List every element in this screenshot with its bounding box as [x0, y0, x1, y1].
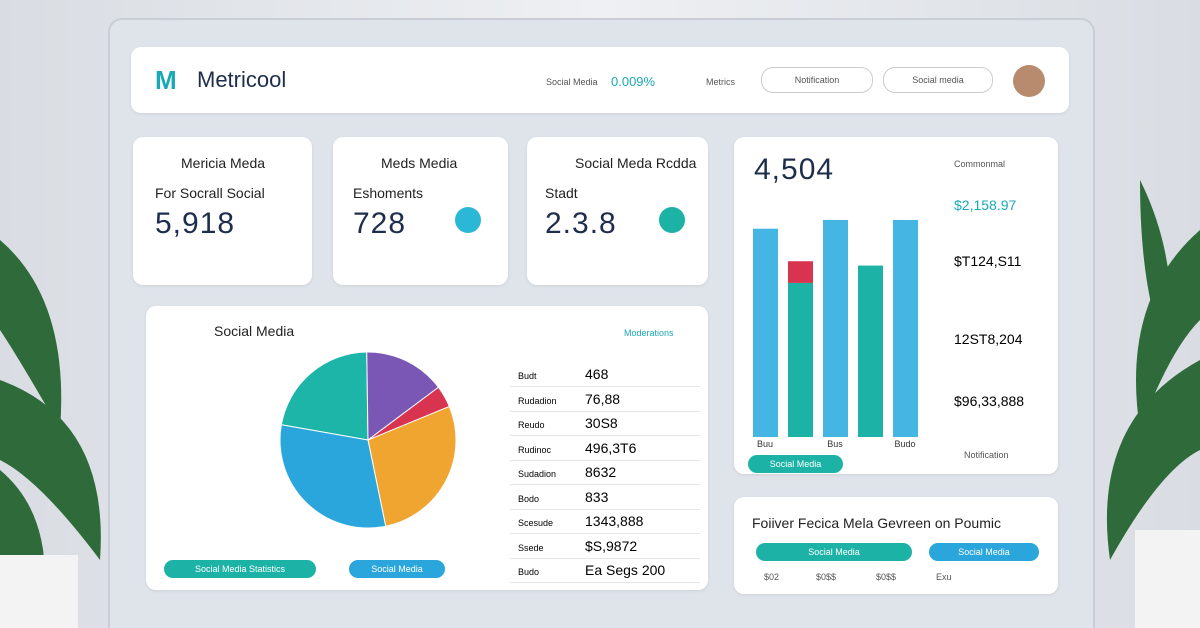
cell-value: 833: [585, 488, 609, 505]
cell-label: Budt: [518, 371, 537, 381]
button[interactable]: Notification: [761, 67, 873, 93]
card-subtitle: Eshoments: [353, 185, 424, 201]
card-subtitle: For Socrall Social: [155, 185, 265, 201]
card-value: 5,918: [155, 207, 236, 240]
logo: M: [155, 65, 177, 95]
icon: [455, 207, 481, 233]
label: $02: [764, 572, 780, 582]
pot: [1135, 530, 1200, 628]
pot: [0, 555, 78, 628]
cell-label: Rudadion: [518, 395, 557, 406]
cell-value: Ea Segs 200: [585, 562, 666, 578]
stat: $2,158.97: [954, 197, 1017, 213]
stat: 12ST8,204: [954, 331, 1023, 347]
table-row: Budo Ea Segs 200: [510, 559, 700, 583]
table-row: Scesude 1343,888: [510, 510, 700, 534]
button[interactable]: Social Media: [748, 455, 843, 473]
footer-link[interactable]: Notification: [964, 450, 1009, 460]
table-row: Sudadion 8632: [510, 461, 700, 485]
card-title: Meds Media: [381, 155, 458, 171]
card: Social Meda Rcdda Stadt 2.3.8: [527, 137, 708, 285]
icon: [659, 207, 685, 233]
stat: $T124,S11: [954, 253, 1022, 269]
card-value: 2.3.8: [545, 207, 617, 240]
button[interactable]: Social Media: [349, 560, 445, 578]
summary-card: 4,504 Commonmal $2,158.97 $T124,S11 12ST…: [734, 137, 1058, 474]
table-row: Rudinoc 496,3T6: [510, 437, 700, 461]
table-row: Bodo 833: [510, 486, 700, 510]
avatar[interactable]: [1013, 65, 1045, 97]
nav-item[interactable]: Metrics: [706, 77, 735, 87]
card-value: 728: [353, 207, 407, 240]
card-title: Social Meda Rcdda: [575, 155, 697, 171]
label: $0$$: [816, 572, 837, 582]
nav-item[interactable]: Social Media: [546, 77, 598, 87]
stat: $96,33,888: [954, 393, 1025, 409]
cell-value: 496,3T6: [585, 439, 637, 456]
card: Meds Media Eshoments 728: [333, 137, 508, 285]
table-row: Budt 468: [510, 363, 700, 387]
table-row: Ssede $S,9872: [510, 535, 700, 559]
brand: Metricool: [197, 67, 287, 92]
card: Mericia Meda For Socrall Social 5,918: [133, 137, 312, 285]
button[interactable]: Social Media: [929, 543, 1039, 561]
cell-value: 8632: [585, 464, 617, 480]
button[interactable]: Social Media Statistics: [164, 560, 316, 578]
bottom-title: Foiiver Fecica Mela Gevreen on Poumic: [752, 515, 1001, 531]
button[interactable]: Social Media: [756, 543, 912, 561]
cell-label: Sudadion: [518, 469, 557, 479]
nav-item[interactable]: 0.009%: [611, 74, 656, 89]
card-subtitle: Stadt: [545, 185, 578, 201]
cell-label: Reudo: [518, 420, 545, 430]
table-row: Reudo 30S8: [510, 412, 700, 436]
cell-label: Budo: [518, 567, 540, 577]
cell-value: 468: [585, 366, 609, 382]
cell-label: Rudinoc: [518, 444, 552, 455]
cell-label: Ssede: [518, 542, 544, 553]
card-title: Mericia Meda: [181, 155, 266, 171]
cell-value: 30S8: [585, 415, 618, 431]
panel-title: Social Media: [214, 323, 295, 339]
cell-value: 76,88: [585, 390, 621, 407]
label: $0$$: [876, 572, 897, 582]
summary-label: Commonmal: [954, 159, 1006, 169]
cell-value: 1343,888: [585, 513, 644, 529]
cell-value: $S,9872: [585, 537, 638, 554]
cell-label: Bodo: [518, 493, 540, 504]
label: Exu: [936, 572, 952, 582]
cell-label: Scesude: [518, 518, 554, 528]
link[interactable]: Moderations: [624, 328, 674, 338]
button[interactable]: Social media: [883, 67, 993, 93]
bottom-card: Foiiver Fecica Mela Gevreen on Poumic So…: [734, 497, 1058, 594]
table-row: Rudadion 76,88: [510, 388, 700, 412]
summary-value: 4,504: [754, 153, 835, 186]
header: M Metricool Social Media 0.009% Metrics …: [131, 47, 1069, 113]
